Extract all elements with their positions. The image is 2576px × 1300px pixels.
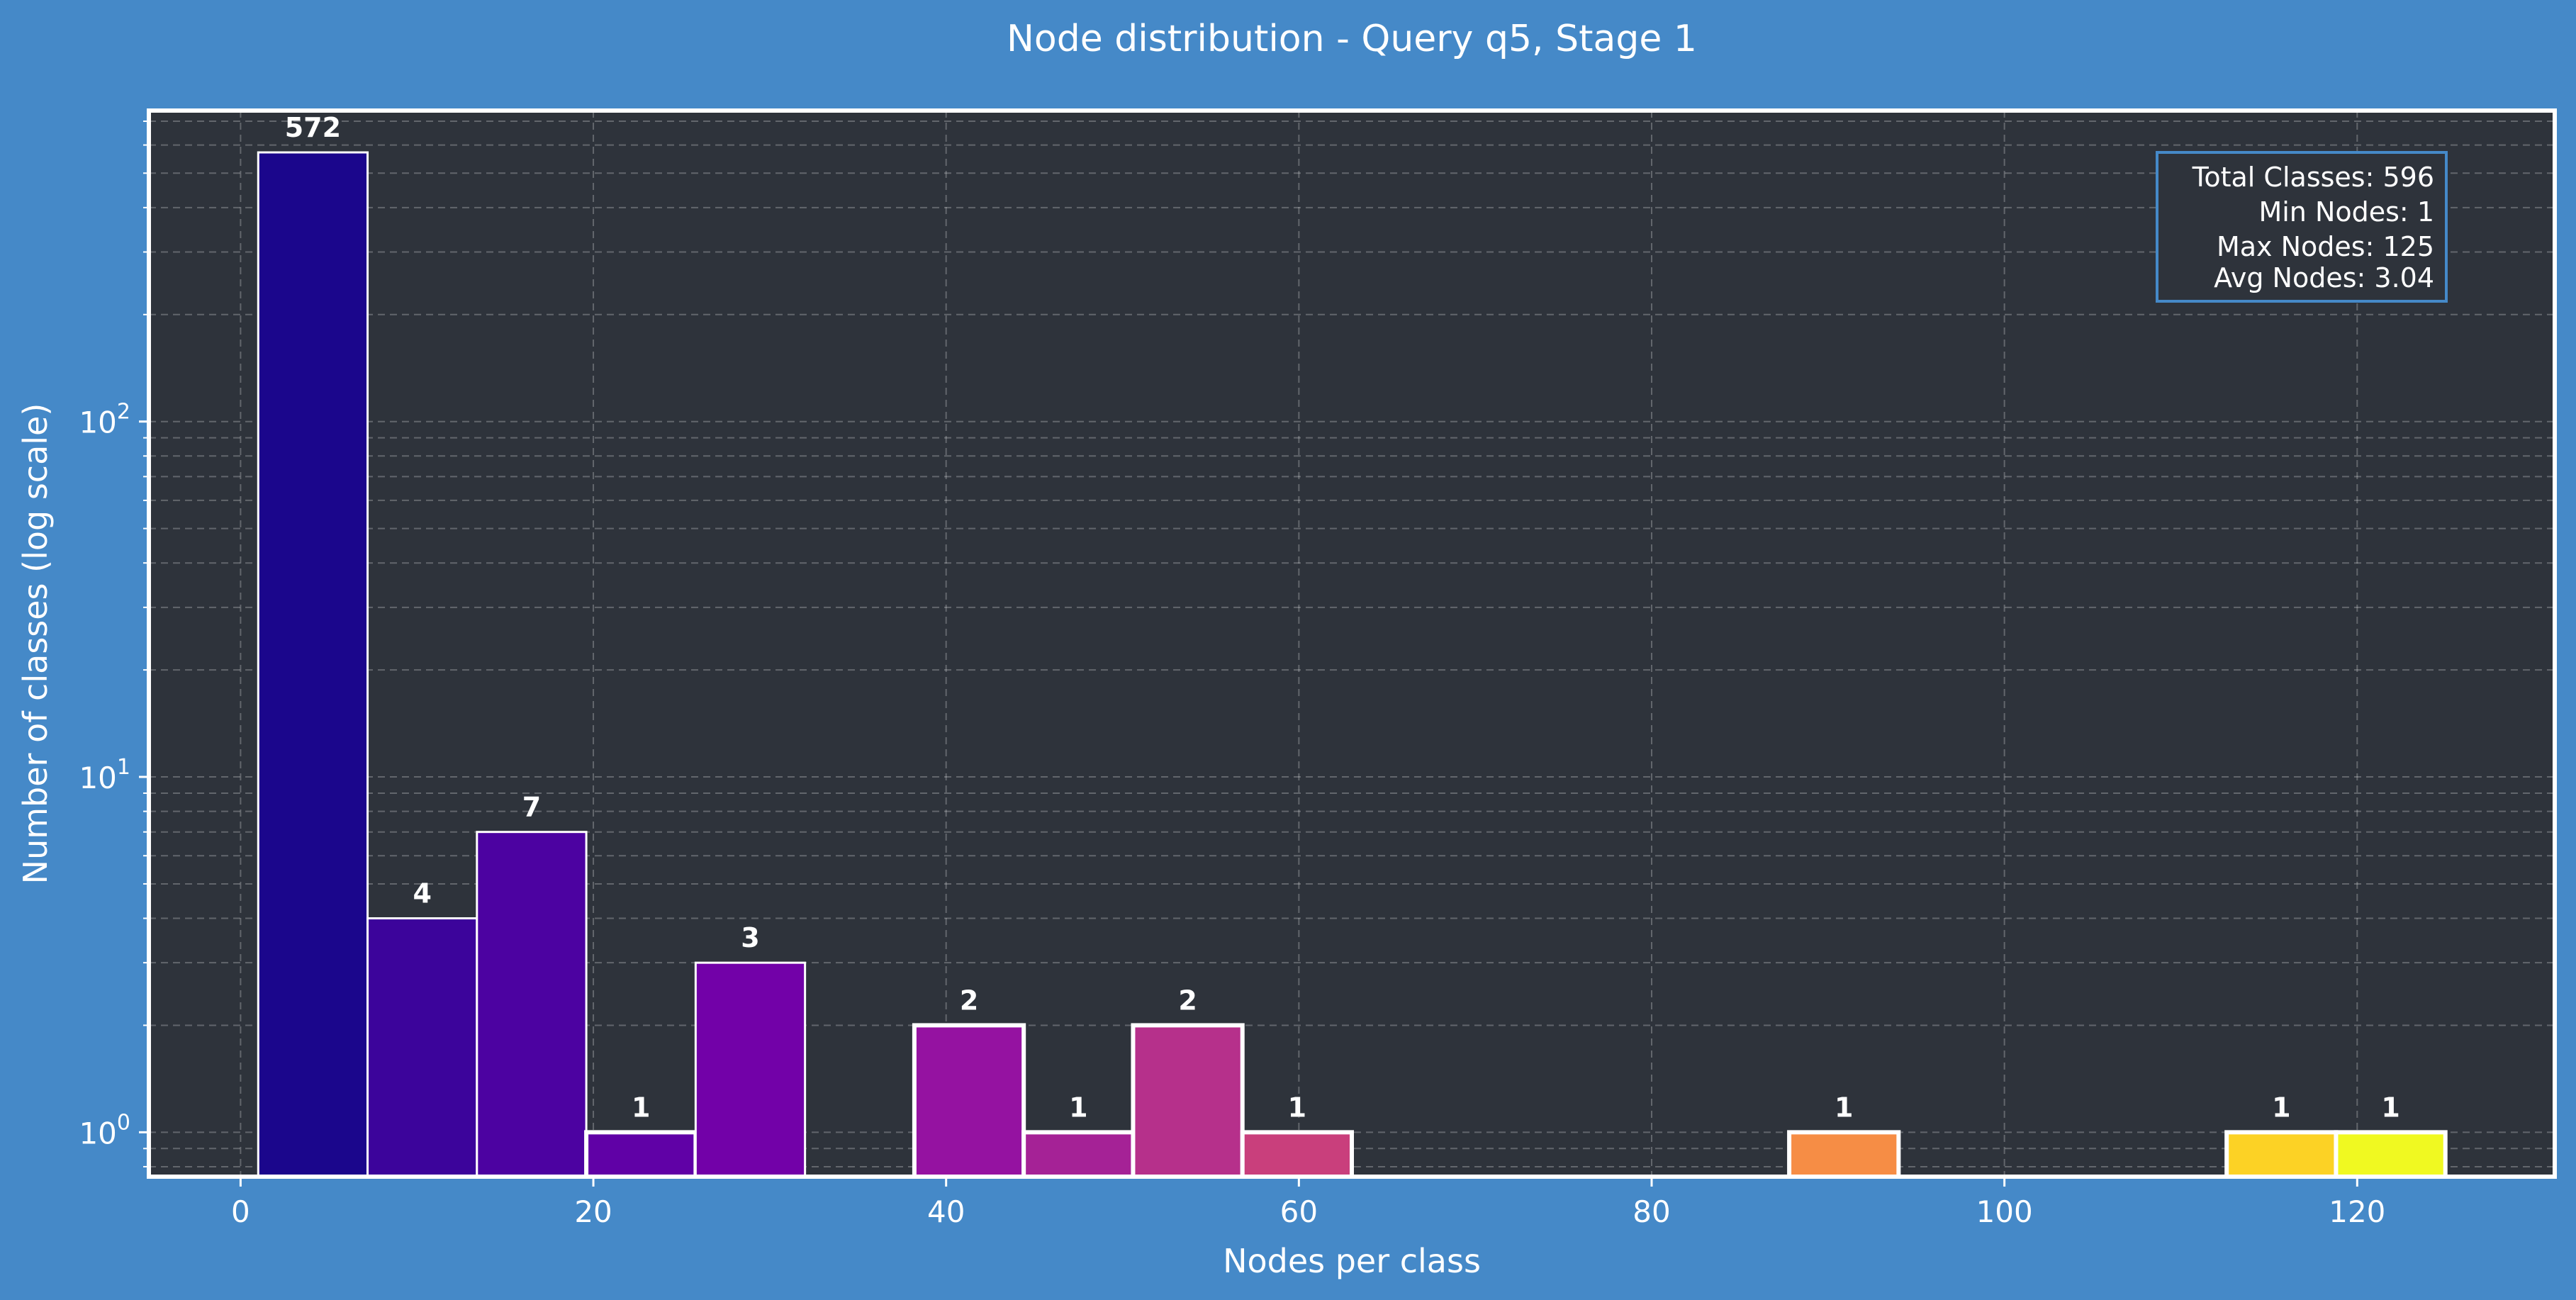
stats-box-frame [2156,151,2448,303]
bar-value-label: 2 [960,985,978,1016]
x-tick-label: 120 [2329,1194,2385,1229]
bar [1787,1130,1901,1179]
x-tick-label: 100 [1976,1194,2033,1229]
x-tick-label: 20 [574,1194,612,1229]
bar [366,917,478,1178]
chart-title: Node distribution - Query q5, Stage 1 [1007,18,1697,60]
x-tick-label: 40 [927,1194,965,1229]
bar [1021,1130,1136,1179]
y-tick-label: 100 [79,1110,130,1150]
stats-avg-nodes: Avg Nodes: 3.04 [2214,262,2434,293]
bar-value-label: 572 [285,112,341,143]
y-axis-label: Number of classes (log scale) [16,403,55,885]
x-axis-label: Nodes per class [1223,1242,1481,1280]
bar [912,1023,1026,1179]
bar [694,961,807,1178]
plot-frame [147,108,2557,1179]
x-tick-label: 0 [231,1194,250,1229]
stats-max-nodes: Max Nodes: 125 [2217,231,2434,262]
x-axis-ticks: 0 20 40 60 80 100 120 [231,1177,2385,1229]
y-tick-label: 102 [79,400,130,440]
bar [2224,1130,2339,1179]
x-tick-label: 80 [1633,1194,1670,1229]
stats-total-classes: Total Classes: 596 [2192,162,2434,193]
stats-box: Total Classes: 596 Min Nodes: 1 Max Node… [2156,151,2448,303]
bar [1131,1023,1245,1179]
bar-value-label: 2 [1178,985,1197,1016]
y-axis-ticks: 100 101 102 [79,121,149,1167]
bar [476,831,588,1178]
bar-value-label: 1 [2381,1092,2399,1123]
bar-value-label: 7 [522,792,541,823]
y-tick-label: 101 [79,755,130,795]
bar-value-label: 1 [1069,1092,1087,1123]
bar [584,1130,698,1179]
bar [257,151,369,1178]
bar-value-label: 1 [632,1092,650,1123]
bar-value-label: 1 [1835,1092,1853,1123]
bars [257,151,2448,1179]
stats-min-nodes: Min Nodes: 1 [2258,196,2434,228]
bar [1240,1130,1355,1179]
bar [2334,1130,2448,1179]
bar-value-label: 4 [413,878,431,909]
x-tick-label: 60 [1280,1194,1318,1229]
bar-value-label: 1 [2272,1092,2290,1123]
bar-value-label: 1 [1288,1092,1306,1123]
bar-labels: 572 4 7 1 3 2 1 2 1 1 1 1 [285,112,2400,1123]
bar-value-label: 3 [741,922,759,953]
